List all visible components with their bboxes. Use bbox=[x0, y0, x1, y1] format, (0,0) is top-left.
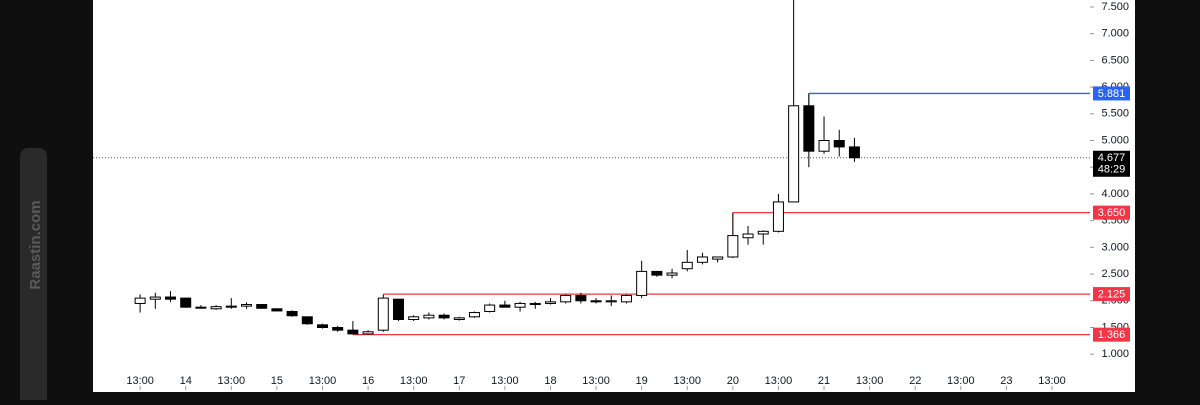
candle-body bbox=[453, 317, 465, 320]
level-label: 5.881 bbox=[1098, 88, 1126, 100]
x-tick-label: 13:00 bbox=[309, 375, 337, 387]
x-tick-label: 17 bbox=[453, 375, 465, 387]
level-label-box bbox=[1093, 287, 1130, 302]
x-tick-label: 13:00 bbox=[856, 375, 884, 387]
candle-body bbox=[712, 256, 724, 260]
x-tick-label: 13:00 bbox=[491, 375, 519, 387]
candle-body bbox=[742, 233, 754, 239]
x-tick-label: 13:00 bbox=[947, 375, 975, 387]
x-tick-label: 13:00 bbox=[582, 375, 610, 387]
candle-body bbox=[286, 310, 298, 317]
candle-body bbox=[590, 300, 602, 303]
candle-body bbox=[377, 297, 389, 331]
last-price-label: 4.677 bbox=[1098, 152, 1126, 164]
candle-body bbox=[301, 316, 313, 325]
candle-body bbox=[180, 297, 192, 308]
x-tick-label: 13:00 bbox=[1038, 375, 1066, 387]
candle-body bbox=[256, 304, 268, 309]
candle-body bbox=[149, 296, 161, 300]
level-label-box bbox=[1093, 327, 1130, 342]
x-tick-label: 13:00 bbox=[400, 375, 428, 387]
x-tick-label: 22 bbox=[909, 375, 921, 387]
candle-body bbox=[620, 294, 632, 303]
x-tick-label: 15 bbox=[271, 375, 283, 387]
candle-body bbox=[438, 314, 450, 319]
last-price-box bbox=[1093, 150, 1130, 177]
y-tick-label: 7.500 bbox=[1101, 1, 1129, 13]
level-label: 3.650 bbox=[1098, 207, 1126, 219]
x-tick-label: 18 bbox=[544, 375, 556, 387]
candle-body bbox=[499, 304, 511, 308]
plot bbox=[93, 0, 1090, 336]
candle-body bbox=[423, 314, 435, 319]
candle-body bbox=[818, 140, 830, 152]
y-tick-label: 6.500 bbox=[1101, 54, 1129, 66]
watermark: Raastin.com bbox=[27, 200, 44, 289]
x-tick-label: 23 bbox=[1000, 375, 1012, 387]
x-tick-label: 19 bbox=[636, 375, 648, 387]
candle-body bbox=[514, 302, 526, 308]
countdown-label: 48:29 bbox=[1098, 164, 1126, 176]
candle-body bbox=[332, 326, 344, 331]
candle-body bbox=[134, 297, 146, 304]
candle-body bbox=[271, 308, 283, 312]
candle-body bbox=[408, 316, 420, 320]
candle-body bbox=[544, 301, 556, 304]
x-tick-label: 13:00 bbox=[126, 375, 154, 387]
x-tick-label: 16 bbox=[362, 375, 374, 387]
candle-body bbox=[651, 270, 663, 276]
level-label-box bbox=[1093, 86, 1130, 101]
candle-body bbox=[195, 306, 207, 309]
candle-body bbox=[803, 105, 815, 152]
x-tick-label: 13:00 bbox=[765, 375, 793, 387]
candle-body bbox=[757, 230, 769, 235]
candle-body bbox=[362, 331, 374, 335]
x-tick-label: 14 bbox=[180, 375, 192, 387]
candle-body bbox=[468, 312, 480, 318]
level-label: 2.125 bbox=[1098, 289, 1126, 301]
candle-body bbox=[833, 140, 845, 148]
candle-body bbox=[165, 296, 177, 300]
y-tick-label: 5.500 bbox=[1101, 108, 1129, 120]
y-tick-label: 2.500 bbox=[1101, 268, 1129, 280]
y-tick-label: 4.000 bbox=[1101, 188, 1129, 200]
candle-body bbox=[636, 270, 648, 296]
candle-body bbox=[316, 324, 328, 328]
candle-body bbox=[696, 256, 708, 263]
level-label-box bbox=[1093, 205, 1130, 220]
candle-body bbox=[347, 329, 359, 335]
candle-body bbox=[666, 272, 678, 276]
candle-body bbox=[241, 304, 253, 307]
candle-body bbox=[788, 105, 800, 203]
y-tick-label: 1.000 bbox=[1101, 348, 1129, 360]
candle-body bbox=[575, 294, 587, 302]
x-tick-label: 20 bbox=[727, 375, 739, 387]
candle-body bbox=[560, 294, 572, 303]
side-panel bbox=[20, 148, 47, 405]
candle-body bbox=[225, 305, 237, 308]
y-tick-label: 5.000 bbox=[1101, 134, 1129, 146]
candle-body bbox=[848, 146, 860, 159]
y-tick-label: 7.000 bbox=[1101, 28, 1129, 40]
candle-body bbox=[484, 304, 496, 312]
candle-body bbox=[605, 300, 617, 303]
candle-body bbox=[772, 201, 784, 232]
x-tick-label: 13:00 bbox=[673, 375, 701, 387]
level-label: 1.366 bbox=[1098, 329, 1126, 341]
candle-body bbox=[529, 302, 541, 306]
candle-body bbox=[392, 298, 404, 320]
plot-background bbox=[93, 0, 1135, 392]
x-tick-label: 21 bbox=[818, 375, 830, 387]
y-tick-label: 3.000 bbox=[1101, 241, 1129, 253]
x-tick-label: 13:00 bbox=[218, 375, 246, 387]
candle-body bbox=[681, 261, 693, 270]
candle-body bbox=[727, 235, 739, 258]
candle-body bbox=[210, 306, 222, 310]
